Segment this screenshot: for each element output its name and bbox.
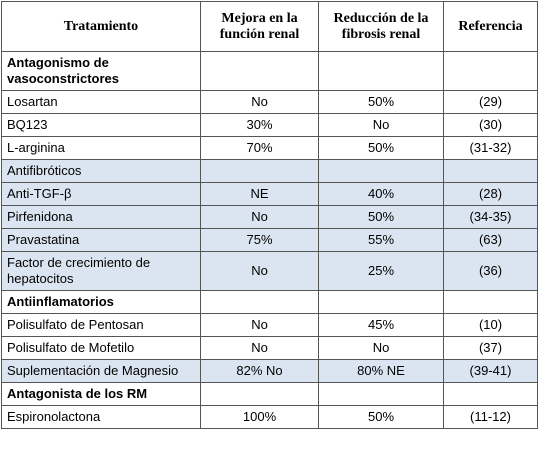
table-body: Antagonismo de vasoconstrictores Losartan… bbox=[1, 51, 538, 429]
value-cell: NE bbox=[200, 182, 319, 206]
value-cell: 55% bbox=[318, 228, 444, 252]
value-cell: (37) bbox=[443, 336, 538, 360]
table-row: Pirfenidona No 50% (34-35) bbox=[1, 205, 538, 229]
treatment-cell: Antiinflamatorios bbox=[1, 290, 201, 314]
value-cell: (11-12) bbox=[443, 405, 538, 429]
value-cell: (34-35) bbox=[443, 205, 538, 229]
treatment-cell: Pirfenidona bbox=[1, 205, 201, 229]
value-cell: (63) bbox=[443, 228, 538, 252]
treatment-table: Tratamiento Mejora en la función renal Red… bbox=[1, 1, 538, 429]
empty-cell bbox=[318, 51, 444, 91]
table-row: Pravastatina 75% 55% (63) bbox=[1, 228, 538, 252]
value-cell: 25% bbox=[318, 251, 444, 291]
value-cell: No bbox=[200, 251, 319, 291]
treatment-cell: L-arginina bbox=[1, 136, 201, 160]
value-cell: (36) bbox=[443, 251, 538, 291]
empty-cell bbox=[200, 382, 319, 406]
empty-cell bbox=[200, 290, 319, 314]
header-cell: Mejora en la función renal bbox=[200, 1, 319, 52]
treatment-cell: Espironolactona bbox=[1, 405, 201, 429]
value-cell: (29) bbox=[443, 90, 538, 114]
value-cell: 82% No bbox=[200, 359, 319, 383]
empty-cell bbox=[443, 290, 538, 314]
value-cell: 30% bbox=[200, 113, 319, 137]
value-cell: 50% bbox=[318, 136, 444, 160]
table-row: Anti-TGF-β NE 40% (28) bbox=[1, 182, 538, 206]
value-cell: (31-32) bbox=[443, 136, 538, 160]
header-cell: Reducción de la fibrosis renal bbox=[318, 1, 444, 52]
treatment-cell: Polisulfato de Mofetilo bbox=[1, 336, 201, 360]
table-row: Polisulfato de Pentosan No 45% (10) bbox=[1, 313, 538, 337]
value-cell: 100% bbox=[200, 405, 319, 429]
table-row: Losartan No 50% (29) bbox=[1, 90, 538, 114]
treatment-cell: Anti-TGF-β bbox=[1, 182, 201, 206]
header-cell: Referencia bbox=[443, 1, 538, 52]
section-row: Antiinflamatorios bbox=[1, 290, 538, 314]
value-cell: 80% NE bbox=[318, 359, 444, 383]
empty-cell bbox=[443, 382, 538, 406]
value-cell: (30) bbox=[443, 113, 538, 137]
empty-cell bbox=[443, 159, 538, 183]
value-cell: 50% bbox=[318, 205, 444, 229]
table-row: Polisulfato de Mofetilo No No (37) bbox=[1, 336, 538, 360]
table-row: L-arginina 70% 50% (31-32) bbox=[1, 136, 538, 160]
value-cell: (39-41) bbox=[443, 359, 538, 383]
value-cell: 70% bbox=[200, 136, 319, 160]
table-row: Factor de crecimiento de hepatocitos No 25… bbox=[1, 251, 538, 291]
value-cell: 50% bbox=[318, 90, 444, 114]
treatment-cell: Suplementación de Magnesio bbox=[1, 359, 201, 383]
treatment-cell: Antagonista de los RM bbox=[1, 382, 201, 406]
empty-cell bbox=[318, 159, 444, 183]
section-row: Antifibróticos bbox=[1, 159, 538, 183]
empty-cell bbox=[318, 382, 444, 406]
table-row: BQ123 30% No (30) bbox=[1, 113, 538, 137]
value-cell: 40% bbox=[318, 182, 444, 206]
value-cell: 45% bbox=[318, 313, 444, 337]
empty-cell bbox=[318, 290, 444, 314]
header-row: Tratamiento Mejora en la función renal Red… bbox=[1, 1, 538, 52]
value-cell: (10) bbox=[443, 313, 538, 337]
header-cell: Tratamiento bbox=[1, 1, 201, 52]
empty-cell bbox=[200, 51, 319, 91]
treatment-cell: BQ123 bbox=[1, 113, 201, 137]
empty-cell bbox=[200, 159, 319, 183]
value-cell: No bbox=[200, 313, 319, 337]
section-row: Antagonista de los RM bbox=[1, 382, 538, 406]
treatment-cell: Antagonismo de vasoconstrictores bbox=[1, 51, 201, 91]
empty-cell bbox=[443, 51, 538, 91]
table-row: Espironolactona 100% 50% (11-12) bbox=[1, 405, 538, 429]
value-cell: No bbox=[200, 205, 319, 229]
value-cell: (28) bbox=[443, 182, 538, 206]
treatment-cell: Antifibróticos bbox=[1, 159, 201, 183]
section-row: Antagonismo de vasoconstrictores bbox=[1, 51, 538, 91]
treatment-cell: Factor de crecimiento de hepatocitos bbox=[1, 251, 201, 291]
treatment-cell: Losartan bbox=[1, 90, 201, 114]
value-cell: No bbox=[200, 336, 319, 360]
value-cell: No bbox=[318, 336, 444, 360]
treatment-cell: Polisulfato de Pentosan bbox=[1, 313, 201, 337]
value-cell: 50% bbox=[318, 405, 444, 429]
value-cell: 75% bbox=[200, 228, 319, 252]
table-row: Suplementación de Magnesio 82% No 80% NE (3… bbox=[1, 359, 538, 383]
value-cell: No bbox=[318, 113, 444, 137]
treatment-cell: Pravastatina bbox=[1, 228, 201, 252]
value-cell: No bbox=[200, 90, 319, 114]
